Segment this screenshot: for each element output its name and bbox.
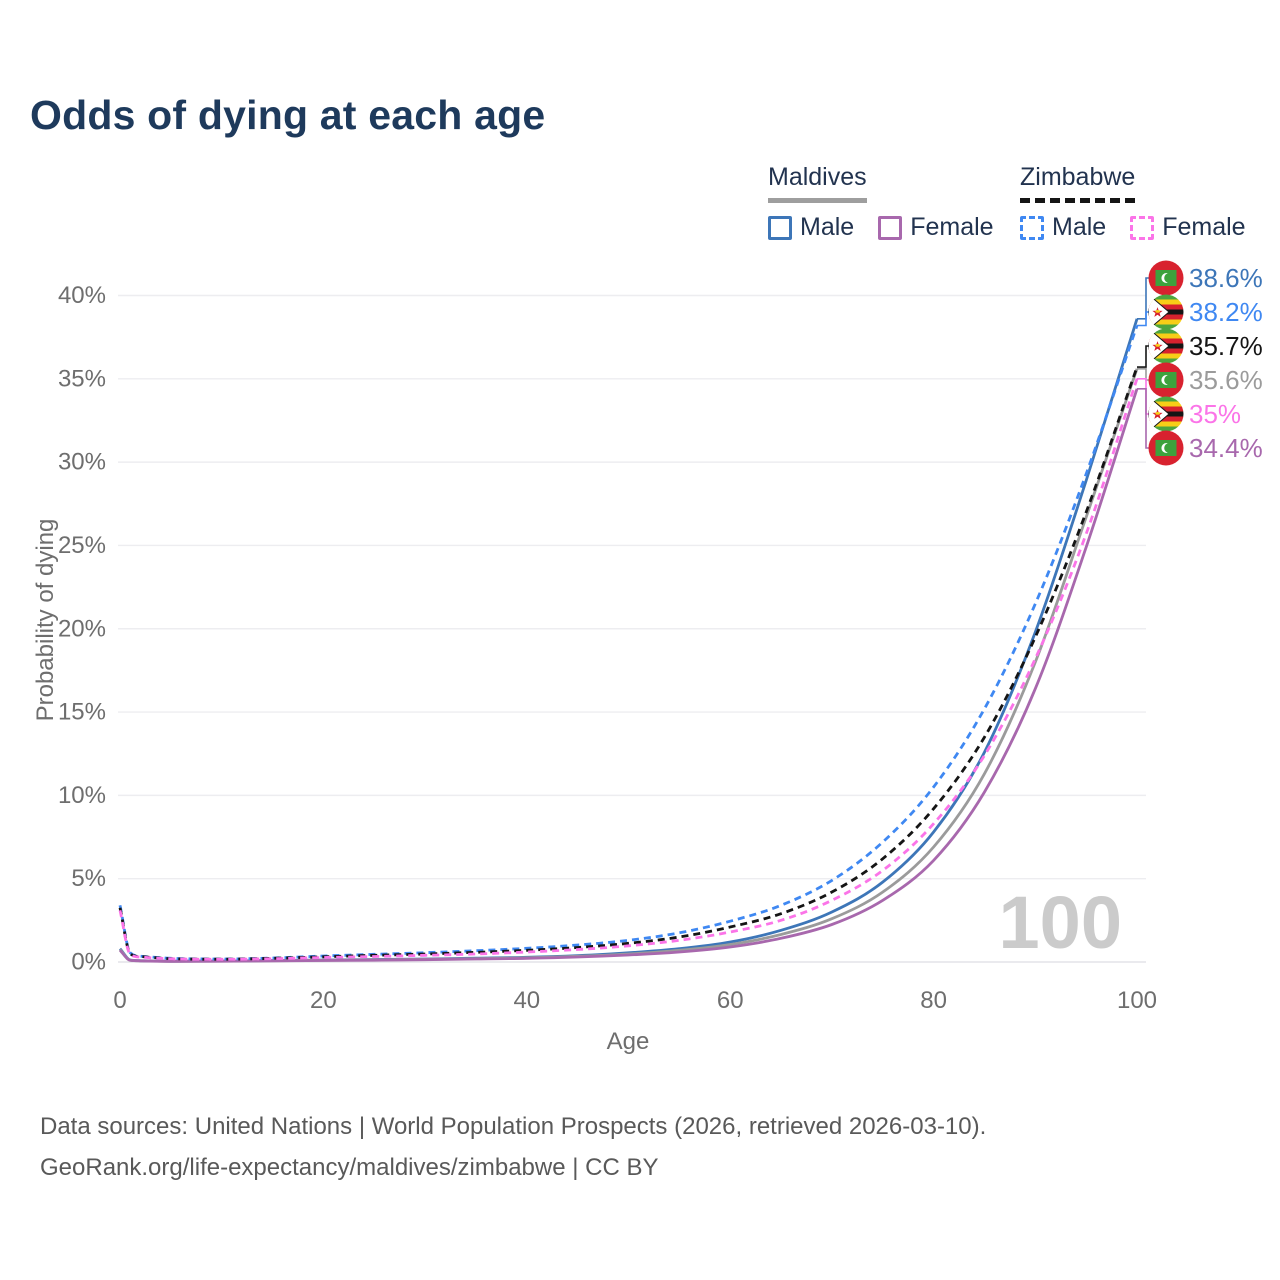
- age-watermark: 100: [999, 881, 1122, 964]
- y-tick-label: 5%: [71, 865, 106, 892]
- zimbabwe-flag-icon: [1148, 328, 1184, 364]
- legend-group-zimbabwe: Zimbabwe Male Female: [1020, 163, 1270, 242]
- end-label-connectors: [1137, 277, 1151, 449]
- legend-group-maldives: Maldives Male Female: [768, 163, 1018, 242]
- y-tick-label: 35%: [58, 365, 106, 392]
- y-tick-label: 25%: [58, 532, 106, 559]
- maldives-female-swatch: [878, 215, 903, 240]
- zimbabwe-flag-icon: [1148, 396, 1184, 432]
- x-tick-label: 40: [513, 987, 540, 1014]
- end-value-labels: 38.6% 38.2% 35.7% 35.6% 35% 34.4%: [1189, 263, 1263, 463]
- y-tick-label: 10%: [58, 782, 106, 809]
- legend-country-maldives: Maldives: [768, 163, 867, 203]
- zimbabwe-male-swatch: [1020, 215, 1044, 240]
- x-tick-label: 60: [717, 987, 744, 1014]
- zimbabwe-flag-icon: [1148, 294, 1184, 330]
- legend-item-maldives-female[interactable]: Female: [878, 213, 1017, 242]
- end-label-zimbabwe-male: 38.2%: [1189, 297, 1263, 327]
- y-tick-label: 0%: [71, 949, 106, 976]
- maldives-female-label: Female: [910, 213, 994, 241]
- end-label-maldives-female: 34.4%: [1189, 433, 1263, 463]
- curve-maldives-both: [118, 368, 1139, 963]
- end-label-zimbabwe-female: 35%: [1189, 399, 1241, 429]
- data-sources-footer: Data sources: United Nations | World Pop…: [40, 1106, 986, 1188]
- maldives-flag-icon: [1148, 430, 1184, 466]
- curve-zimbabwe-female: [118, 378, 1139, 961]
- x-tick-label: 80: [920, 987, 947, 1014]
- legend-item-maldives-male[interactable]: Male: [768, 213, 878, 242]
- zimbabwe-female-label: Female: [1162, 213, 1246, 241]
- end-label-maldives-both: 35.6%: [1189, 365, 1263, 395]
- legend-item-zimbabwe-female[interactable]: Female: [1130, 213, 1269, 242]
- curve-zimbabwe-male: [118, 325, 1139, 961]
- maldives-male-swatch: [768, 215, 792, 240]
- x-tick-label: 100: [1117, 987, 1157, 1014]
- maldives-flag-icon: [1148, 362, 1184, 398]
- maldives-male-label: Male: [800, 213, 855, 241]
- watermark-age: 100: [999, 881, 1122, 964]
- gridlines: [118, 294, 1146, 963]
- connector-maldives-female: [1137, 388, 1151, 449]
- series-curves: [118, 318, 1139, 963]
- y-axis-tick-labels: 0% 5% 10% 15% 20% 25% 30% 35% 40%: [58, 282, 106, 976]
- curve-zimbabwe-both: [118, 366, 1139, 961]
- y-axis-title: Probability of dying: [32, 518, 59, 722]
- y-tick-label: 20%: [58, 615, 106, 642]
- y-tick-label: 40%: [58, 282, 106, 309]
- legend-item-zimbabwe-male[interactable]: Male: [1020, 213, 1130, 242]
- y-tick-label: 15%: [58, 699, 106, 726]
- connector-zimbabwe-female: [1137, 378, 1151, 415]
- end-label-maldives-male: 38.6%: [1189, 263, 1263, 293]
- footer-line-2: GeoRank.org/life-expectancy/maldives/zim…: [40, 1154, 659, 1181]
- end-label-zimbabwe-both: 35.7%: [1189, 331, 1263, 361]
- curve-maldives-male: [118, 318, 1139, 963]
- zimbabwe-male-label: Male: [1052, 213, 1107, 241]
- maldives-flag-icon: [1148, 260, 1184, 296]
- page-title: Odds of dying at each age: [30, 92, 546, 138]
- x-axis-title: Age: [606, 1028, 650, 1055]
- y-tick-label: 30%: [58, 449, 106, 476]
- x-tick-label: 0: [113, 987, 126, 1014]
- curve-maldives-female: [118, 388, 1139, 963]
- end-label-flags: [1148, 260, 1184, 466]
- legend-country-zimbabwe: Zimbabwe: [1020, 163, 1136, 203]
- footer-line-1: Data sources: United Nations | World Pop…: [40, 1113, 987, 1140]
- x-tick-label: 20: [310, 987, 337, 1014]
- x-axis-tick-labels: 0 20 40 60 80 100: [113, 987, 1157, 1014]
- zimbabwe-female-swatch: [1130, 215, 1155, 240]
